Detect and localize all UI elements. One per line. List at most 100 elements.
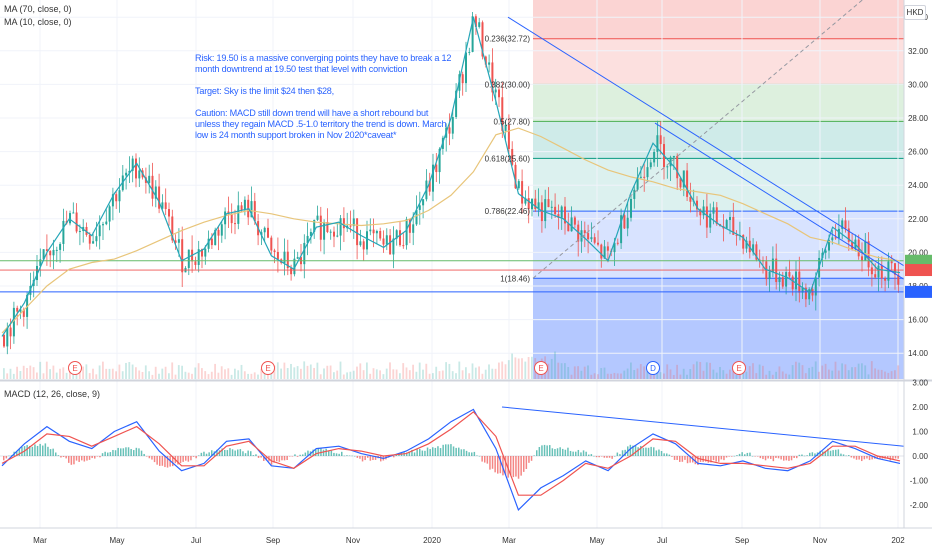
candle-body xyxy=(204,248,207,257)
candle-body xyxy=(125,172,128,176)
candle-body xyxy=(844,220,847,229)
macd-histogram-bar xyxy=(463,449,465,456)
macd-histogram-bar xyxy=(21,447,23,456)
time-tick-label: Sep xyxy=(735,536,750,545)
macd-histogram-bar xyxy=(525,456,528,469)
volume-bar xyxy=(237,370,240,379)
candle-body xyxy=(653,151,656,163)
macd-histogram-bar xyxy=(211,450,213,456)
candle-body xyxy=(408,219,411,233)
macd-histogram-bar xyxy=(824,450,827,456)
candle-body xyxy=(729,216,731,221)
candle-body xyxy=(712,207,715,214)
macd-histogram-bar xyxy=(679,456,681,462)
volume-bar xyxy=(42,373,45,379)
volume-bar xyxy=(623,370,626,379)
volume-bar xyxy=(425,363,428,379)
candle-body xyxy=(270,237,273,251)
macd-histogram-bar xyxy=(380,456,382,462)
volume-bar xyxy=(573,366,576,379)
volume-bar xyxy=(880,369,883,379)
candle-body xyxy=(12,307,15,337)
candle-body xyxy=(267,227,269,238)
candle-body xyxy=(273,250,276,252)
volume-bar xyxy=(471,363,474,379)
volume-bar xyxy=(649,373,652,379)
macd-histogram-bar xyxy=(738,453,741,456)
candle-body xyxy=(557,214,560,218)
volume-bar xyxy=(610,373,612,379)
volume-bar xyxy=(663,373,665,379)
volume-bar xyxy=(689,368,692,379)
candle-body xyxy=(804,287,807,300)
candle-body xyxy=(676,155,679,179)
macd-histogram-bar xyxy=(855,456,858,460)
ma10-legend[interactable]: MA (10, close, 0) xyxy=(4,17,72,27)
volume-bar xyxy=(557,362,560,379)
candle-body xyxy=(369,229,372,232)
candle-body xyxy=(333,231,335,237)
volume-bar xyxy=(494,368,497,379)
ma70-legend[interactable]: MA (70, close, 0) xyxy=(4,4,72,14)
time-tick-label: Jul xyxy=(657,536,667,545)
candle-body xyxy=(286,251,289,269)
candle-body xyxy=(752,244,755,253)
candle-body xyxy=(623,215,626,229)
macd-histogram-bar xyxy=(848,455,850,456)
macd-histogram-bar xyxy=(866,456,868,459)
volume-bar xyxy=(62,367,65,379)
macd-histogram-bar xyxy=(161,456,164,466)
candle-body xyxy=(412,224,415,233)
macd-histogram-bar xyxy=(47,446,49,456)
volume-bar xyxy=(785,373,787,379)
candle-body xyxy=(705,206,708,228)
macd-histogram-bar xyxy=(406,452,408,456)
macd-histogram-bar xyxy=(328,450,330,456)
macd-histogram-bar xyxy=(34,444,36,456)
macd-histogram-bar xyxy=(252,455,255,456)
volume-bar xyxy=(620,373,622,379)
volume-bar xyxy=(666,364,669,379)
volume-bar xyxy=(854,367,857,379)
macd-histogram-bar xyxy=(413,452,416,456)
volume-bar xyxy=(121,371,124,379)
macd-histogram-bar xyxy=(837,449,840,456)
volume-bar xyxy=(293,367,296,379)
candle-body xyxy=(151,175,154,199)
volume-bar xyxy=(214,363,216,379)
macd-histogram-bar xyxy=(647,447,650,456)
candle-body xyxy=(587,233,590,240)
candle-body xyxy=(600,244,603,259)
macd-legend[interactable]: MACD (12, 26, close, 9) xyxy=(4,389,101,399)
macd-histogram-bar xyxy=(49,449,52,456)
macd-histogram-bar xyxy=(257,456,260,458)
candle-body xyxy=(841,220,844,229)
volume-bar xyxy=(583,366,586,379)
volume-bar xyxy=(821,365,824,379)
candle-body xyxy=(207,238,210,249)
candle-body xyxy=(98,225,101,237)
candle-body xyxy=(471,16,474,52)
volume-bar xyxy=(719,366,721,379)
macd-histogram-bar xyxy=(156,456,158,465)
macd-histogram-bar xyxy=(374,456,377,460)
volume-bar xyxy=(88,373,91,379)
macd-histogram-bar xyxy=(770,456,772,459)
volume-bar xyxy=(39,361,42,379)
candle-body xyxy=(795,271,797,290)
volume-bar xyxy=(75,371,78,379)
macd-histogram-bar xyxy=(595,456,598,458)
volume-bar xyxy=(511,353,513,379)
macd-histogram-bar xyxy=(411,449,413,456)
macd-histogram-bar xyxy=(868,456,871,461)
macd-histogram-bar xyxy=(798,454,801,456)
macd-histogram-bar xyxy=(135,447,138,456)
macd-histogram-bar xyxy=(343,455,346,457)
volume-bar xyxy=(191,373,193,379)
candle-body xyxy=(507,124,510,149)
volume-bar xyxy=(435,366,438,379)
macd-histogram-bar xyxy=(723,456,725,461)
candle-body xyxy=(672,155,675,158)
candle-body xyxy=(768,271,771,280)
